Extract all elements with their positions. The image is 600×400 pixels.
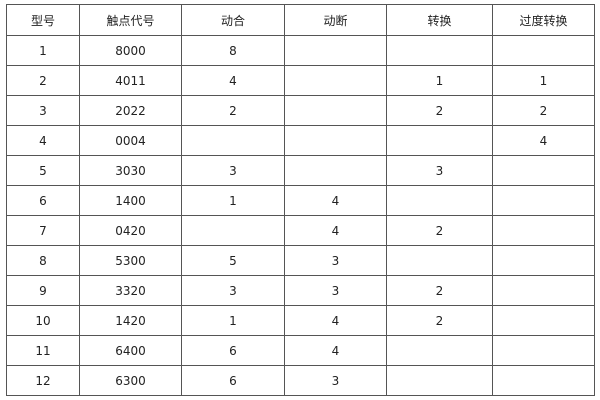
table-cell: 2 xyxy=(6,65,80,96)
table-row: 5 3030 3 3 xyxy=(6,155,595,186)
table-cell: 1 xyxy=(181,185,285,216)
table-cell: 6400 xyxy=(79,335,182,366)
table-row: 10 1420 1 4 2 xyxy=(6,305,595,336)
table-cell xyxy=(181,125,285,156)
table-cell: 2 xyxy=(386,95,493,126)
table-cell: 0420 xyxy=(79,215,182,246)
table-cell: 5 xyxy=(6,155,80,186)
table-cell xyxy=(386,245,493,276)
table-cell: 3 xyxy=(181,275,285,306)
table-cell: 12 xyxy=(6,365,80,396)
table-cell: 4 xyxy=(284,185,387,216)
table-cell: 6 xyxy=(181,335,285,366)
column-header: 转换 xyxy=(386,4,493,36)
table-cell: 2022 xyxy=(79,95,182,126)
column-header: 动断 xyxy=(284,4,387,36)
table-cell: 3030 xyxy=(79,155,182,186)
table-row: 8 5300 5 3 xyxy=(6,245,595,276)
column-header: 触点代号 xyxy=(79,4,182,36)
table-cell: 3 xyxy=(386,155,493,186)
table-cell: 4 xyxy=(6,125,80,156)
table-cell xyxy=(386,125,493,156)
table-row: 12 6300 6 3 xyxy=(6,365,595,396)
table-cell: 3 xyxy=(284,275,387,306)
table-cell xyxy=(492,305,595,336)
table-cell: 2 xyxy=(386,215,493,246)
table-row: 2 4011 4 1 1 xyxy=(6,65,595,96)
table-body: 1 8000 8 2 4011 4 1 1 3 2022 2 2 2 4 0004 4 5 3030 3 3 6 1400… xyxy=(6,35,595,396)
table-cell: 4 xyxy=(181,65,285,96)
table-cell: 3 xyxy=(181,155,285,186)
table-cell: 2 xyxy=(181,95,285,126)
table-row: 9 3320 3 3 2 xyxy=(6,275,595,306)
table-cell: 6300 xyxy=(79,365,182,396)
table-cell xyxy=(492,275,595,306)
table-cell xyxy=(284,125,387,156)
table-cell: 2 xyxy=(492,95,595,126)
table-cell: 8000 xyxy=(79,35,182,66)
table-cell xyxy=(492,185,595,216)
table-cell xyxy=(492,335,595,366)
table-cell: 0004 xyxy=(79,125,182,156)
contact-table: 型号 触点代号 动合 动断 转换 过度转换 1 8000 8 2 4011 4 1 1 3 2022 2 2 2 4… xyxy=(6,4,595,396)
table-cell: 4 xyxy=(284,215,387,246)
table-cell xyxy=(492,365,595,396)
table-cell xyxy=(386,35,493,66)
table-cell: 5 xyxy=(181,245,285,276)
table-cell: 2 xyxy=(386,305,493,336)
table-cell xyxy=(284,35,387,66)
table-cell xyxy=(284,95,387,126)
table-cell: 3 xyxy=(284,365,387,396)
table-row: 6 1400 1 4 xyxy=(6,185,595,216)
table-cell: 1400 xyxy=(79,185,182,216)
table-cell: 9 xyxy=(6,275,80,306)
table-cell xyxy=(492,35,595,66)
table-cell xyxy=(386,185,493,216)
table-cell xyxy=(492,215,595,246)
table-cell xyxy=(181,215,285,246)
table-cell xyxy=(492,245,595,276)
table-row: 4 0004 4 xyxy=(6,125,595,156)
table-cell xyxy=(284,155,387,186)
table-cell xyxy=(386,335,493,366)
table-cell: 6 xyxy=(181,365,285,396)
column-header: 型号 xyxy=(6,4,80,36)
table-row: 1 8000 8 xyxy=(6,35,595,66)
table-cell: 1420 xyxy=(79,305,182,336)
table-cell: 3 xyxy=(284,245,387,276)
table-cell: 1 xyxy=(181,305,285,336)
table-row: 3 2022 2 2 2 xyxy=(6,95,595,126)
table-cell: 3 xyxy=(6,95,80,126)
table-cell: 5300 xyxy=(79,245,182,276)
table-cell: 6 xyxy=(6,185,80,216)
table-cell: 4011 xyxy=(79,65,182,96)
table-cell: 4 xyxy=(492,125,595,156)
table-cell: 8 xyxy=(181,35,285,66)
table-cell: 11 xyxy=(6,335,80,366)
table-cell: 7 xyxy=(6,215,80,246)
table-cell: 8 xyxy=(6,245,80,276)
column-header: 过度转换 xyxy=(492,4,595,36)
table-cell: 4 xyxy=(284,305,387,336)
header-row: 型号 触点代号 动合 动断 转换 过度转换 xyxy=(6,4,595,36)
table-cell: 1 xyxy=(6,35,80,66)
table-cell: 1 xyxy=(492,65,595,96)
table-cell: 3320 xyxy=(79,275,182,306)
table-cell: 4 xyxy=(284,335,387,366)
table-cell xyxy=(284,65,387,96)
table-cell: 1 xyxy=(386,65,493,96)
table-cell: 10 xyxy=(6,305,80,336)
table-row: 7 0420 4 2 xyxy=(6,215,595,246)
table-cell xyxy=(386,365,493,396)
table-row: 11 6400 6 4 xyxy=(6,335,595,366)
table-cell: 2 xyxy=(386,275,493,306)
table-cell xyxy=(492,155,595,186)
column-header: 动合 xyxy=(181,4,285,36)
